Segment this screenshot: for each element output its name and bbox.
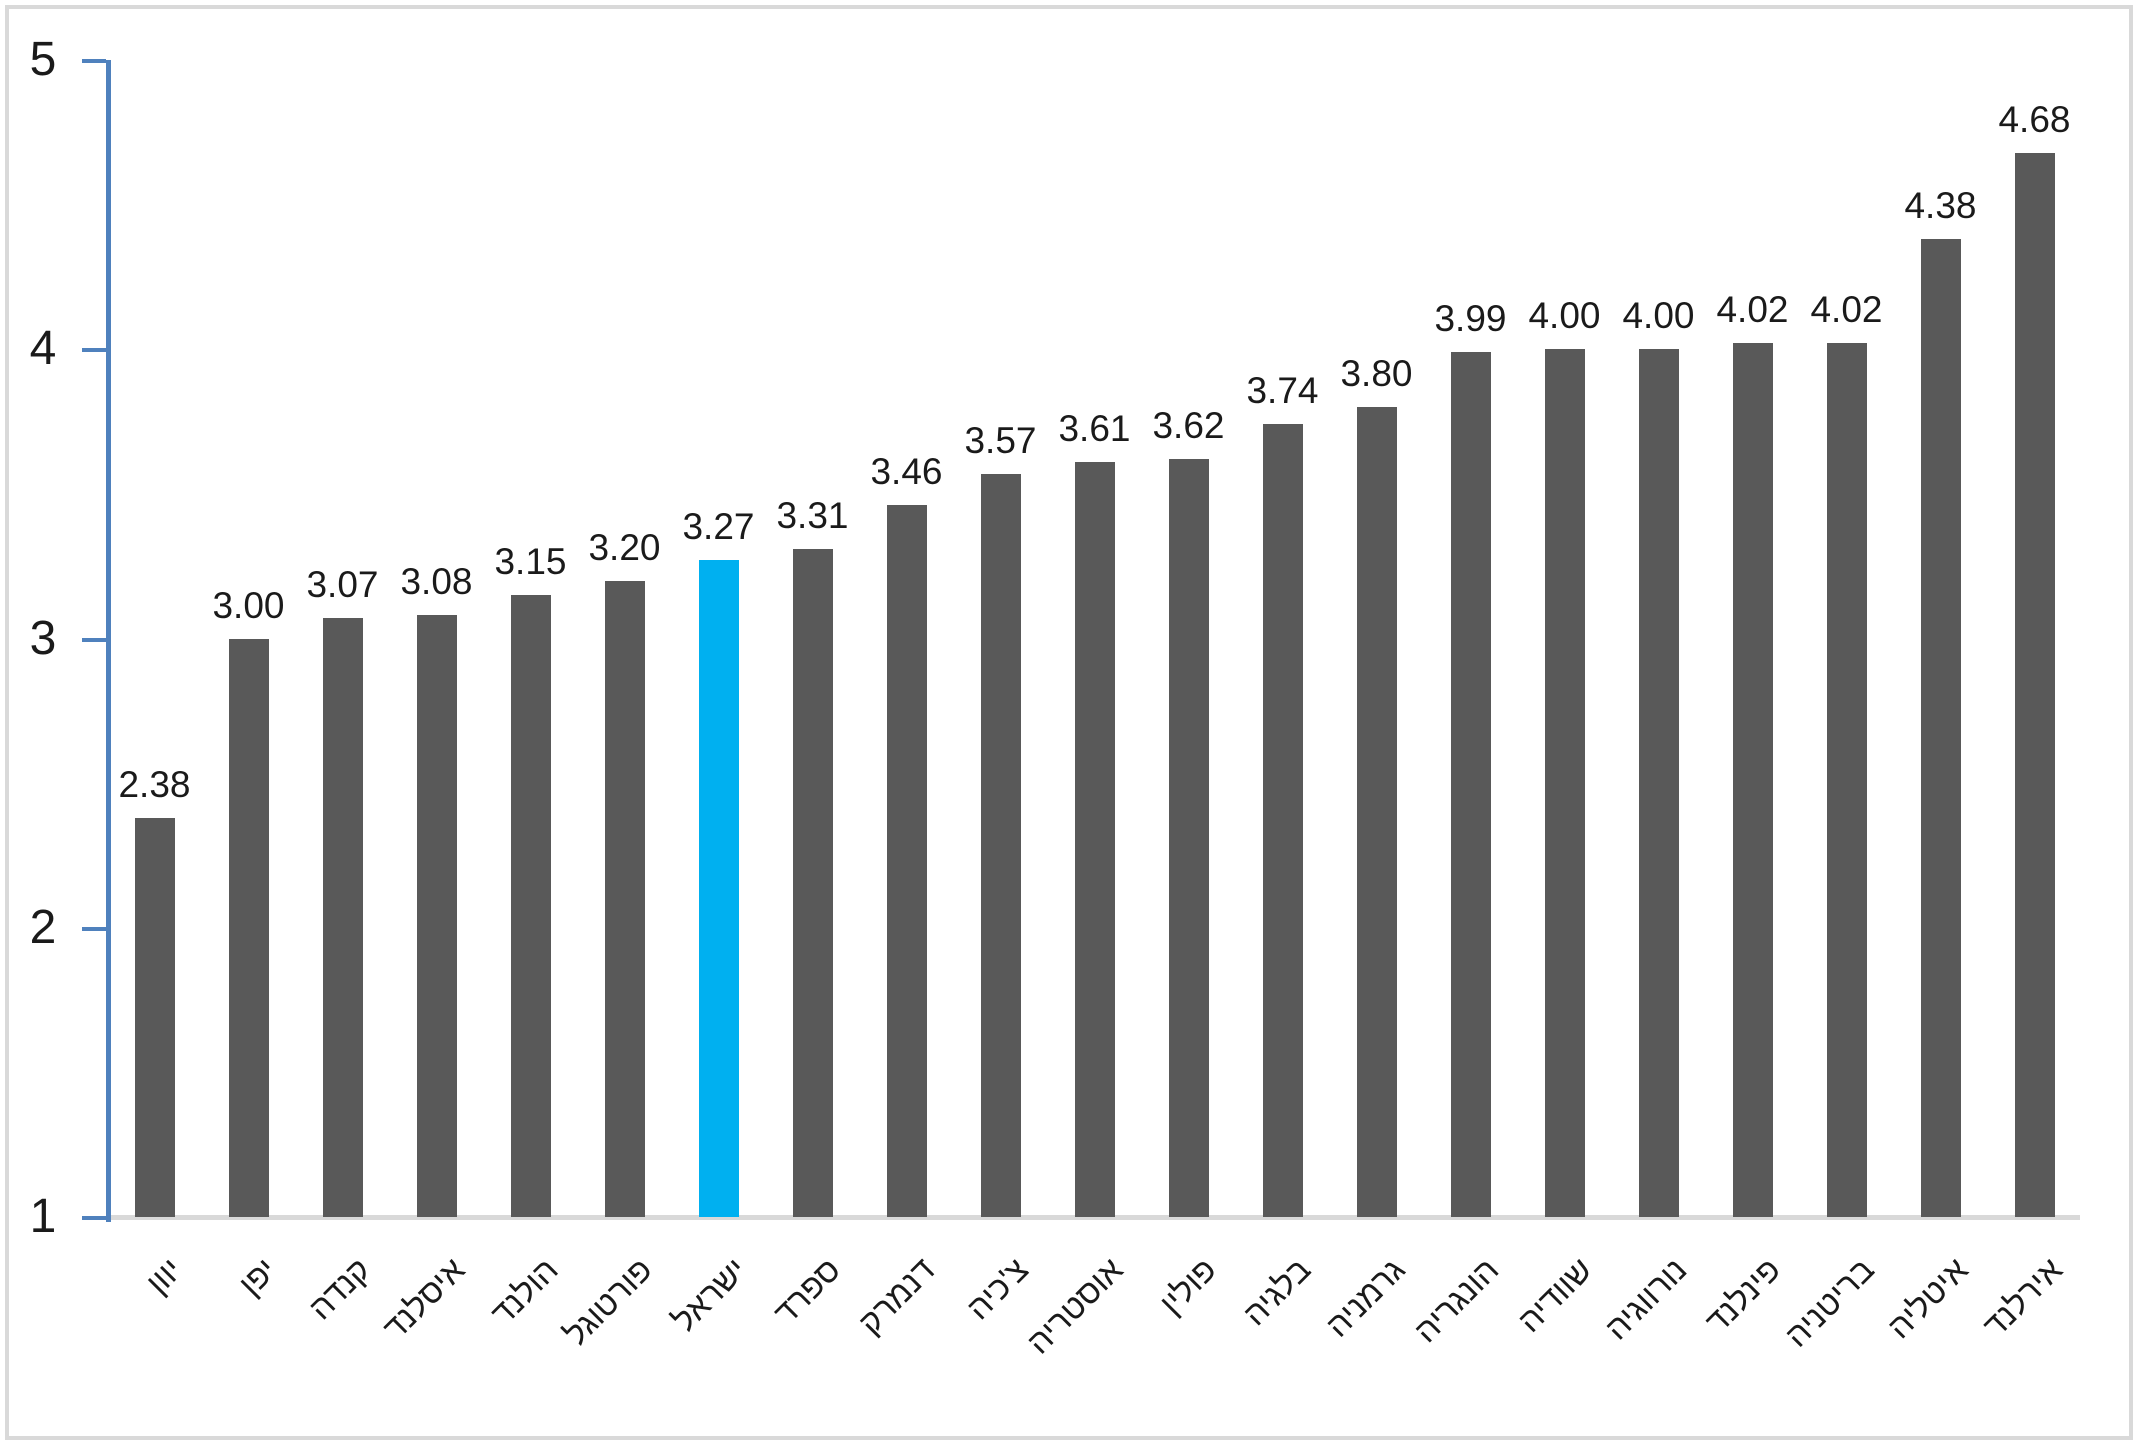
bar-value-label: 3.74 [1246,370,1319,412]
x-axis-category-label: בלגיה [1235,1250,1318,1333]
bar [792,548,833,1217]
x-axis-category-label: נורווגיה [1597,1250,1694,1347]
bar-value-label: 3.31 [776,494,849,536]
bar-value-label: 4.00 [1622,295,1695,337]
bar [228,638,269,1217]
bar [1638,349,1679,1217]
bar-value-label: 3.46 [870,451,943,493]
x-axis-category-label: איסלנד [375,1250,472,1347]
x-axis-category-label: צ'כיה [959,1250,1036,1327]
bar [1544,349,1585,1217]
x-axis-category-label: דנמרק [850,1250,942,1342]
y-axis-tick [82,1216,106,1220]
x-axis-category-label: בריטניה [1777,1250,1882,1354]
bar-value-label: 3.80 [1340,353,1413,395]
bar-value-label: 4.00 [1528,295,1601,337]
x-axis-category-label: פולין [1152,1250,1224,1322]
bar-value-label: 3.00 [212,584,285,626]
bar-value-label: 4.02 [1716,289,1789,331]
x-axis-category-label: קנדה [301,1250,378,1327]
x-axis-category-label: ספרד [766,1250,848,1332]
y-axis-tick [82,348,106,353]
bar [1074,462,1115,1217]
bar-value-label: 3.27 [682,506,755,548]
bar-value-label: 2.38 [118,763,191,805]
y-axis-tick-label: 3 [29,611,57,665]
bar-value-label: 3.15 [494,541,567,583]
bar [1356,407,1397,1217]
y-axis-tick [82,926,106,931]
bar [2014,152,2055,1217]
bar-highlighted-israel [698,560,739,1217]
x-axis-category-label: אירלנד [1975,1250,2070,1345]
y-axis-tick [82,59,106,63]
bar [322,618,363,1217]
bar-value-label: 3.08 [400,561,473,603]
bar-value-label: 4.02 [1810,289,1883,331]
y-axis-tick-label: 4 [29,322,57,376]
bar-value-label: 3.07 [306,564,379,606]
x-axis-category-label: פינלנד [1697,1250,1788,1341]
bar [1450,352,1491,1217]
x-axis-baseline [111,1215,2080,1220]
y-axis-tick-label: 5 [29,33,57,86]
x-axis-category-label: איטליה [1880,1250,1976,1346]
x-axis-category-label: ישראל [664,1250,754,1339]
bar [1826,343,1867,1217]
bar [416,615,457,1217]
bar-value-label: 3.20 [588,526,661,568]
bar [134,817,175,1217]
y-axis-tick-label: 1 [29,1190,57,1243]
x-axis-category-label: יפן [231,1250,284,1303]
x-axis-category-label: הולנד [483,1250,566,1332]
x-axis-category-label: יוון [138,1250,190,1302]
bar-value-label: 3.57 [964,419,1037,461]
y-axis-tick [82,637,106,642]
bar [1262,424,1303,1217]
bar [1168,459,1209,1217]
bar [886,505,927,1217]
bar-value-label: 4.68 [1998,98,2071,140]
bar-value-label: 4.38 [1904,185,1977,227]
x-axis-category-label: גרמניה [1317,1250,1412,1344]
x-axis-category-label: פורטוגל [557,1250,660,1353]
bar-value-label: 3.61 [1058,408,1131,450]
bar-value-label: 3.62 [1152,405,1225,447]
bar [510,595,551,1217]
x-axis-category-label: הונגריה [1406,1250,1506,1350]
bar [1732,343,1773,1217]
x-axis-category-label: אוסטריה [1018,1250,1130,1361]
bar [980,473,1021,1217]
y-axis-tick-label: 2 [29,900,57,954]
y-axis-line [106,60,111,1222]
bar [604,580,645,1217]
bar-value-label: 3.99 [1434,298,1507,340]
x-axis-category-label: שוודיה [1510,1250,1600,1340]
bar [1920,239,1961,1217]
